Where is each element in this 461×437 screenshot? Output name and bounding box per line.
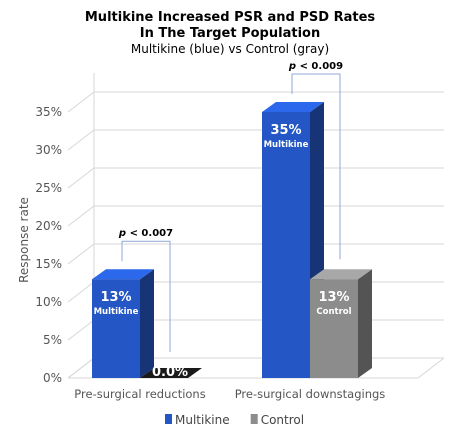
p-value-label: p < 0.009 [288,61,343,72]
multikine-bar-side [140,269,154,378]
control-bar-top [310,269,372,280]
gridline-side [67,91,95,113]
chart-title-line-2: In The Target Population [140,26,320,41]
y-tick-label: 15% [35,257,62,271]
p-value-label: p < 0.007 [118,228,173,239]
multikine-bar: 13% Multikine [92,269,154,378]
chart-subtitle: Multikine (blue) vs Control (gray) [131,42,329,56]
gridline-side [67,129,95,151]
y-tick-label: 20% [35,219,62,233]
p-value-bracket [121,240,171,352]
legend-item-multikine: Multikine [165,413,230,427]
multikine-value-sublabel: Multikine [264,140,309,150]
p-value-bracket [291,73,341,260]
x-category-label: Pre-surgical reductions [74,387,205,401]
y-axis-label: Response rate [17,197,31,283]
multikine-bar-front [262,112,310,378]
y-tick-label: 10% [35,295,62,309]
legend-swatch [165,414,172,424]
control-bar-front [310,279,358,378]
control-bar: 0.0% [140,365,202,380]
legend-label: Multikine [175,413,230,427]
gridline-side [67,167,95,189]
control-bar: 13% Control [310,269,372,378]
gridline-side [67,357,95,379]
floor-edge-right [417,357,445,379]
control-value-sublabel: Control [316,307,351,317]
y-tick-label: 35% [35,105,62,119]
control-bar-side [358,269,372,378]
multikine-value-sublabel: Multikine [94,307,139,317]
y-tick-label: 5% [43,333,62,347]
legend-swatch [250,414,258,424]
x-category-label: Pre-surgical downstagings [235,387,386,401]
gridline-side [67,205,95,227]
multikine-value-label: 35% [270,123,301,138]
gridline-side [67,319,95,341]
p-value-annotation: p < 0.009 [288,61,343,260]
multikine-bar-top [92,269,154,280]
y-tick-label: 25% [35,181,62,195]
control-value-label: 13% [318,290,349,305]
control-bar-zero [140,368,202,378]
p-value-annotation: p < 0.007 [118,228,173,352]
gridline-side [67,243,95,265]
legend-item-control: Control [250,413,304,427]
control-value-label: 0.0% [152,365,188,380]
y-tick-label: 0% [43,371,62,385]
gridline-side [67,281,95,303]
chart-title-line-1: Multikine Increased PSR and PSD Rates [85,10,376,25]
multikine-value-label: 13% [100,290,131,305]
y-tick-label: 30% [35,143,62,157]
multikine-bar-front [92,279,140,378]
multikine-bar-top [262,102,324,112]
legend-label: Control [261,413,304,427]
